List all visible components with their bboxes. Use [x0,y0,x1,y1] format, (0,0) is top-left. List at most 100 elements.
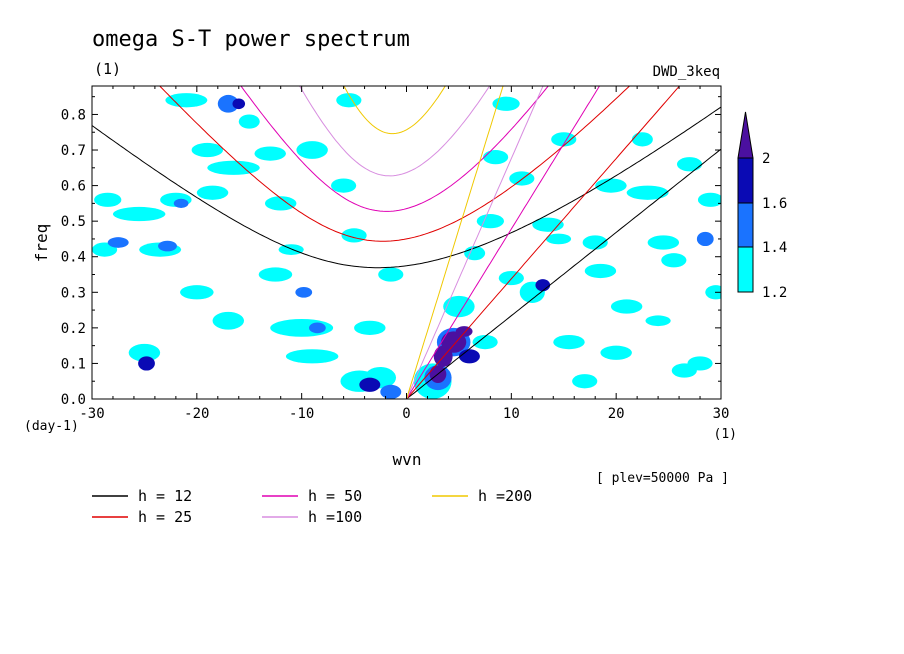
contour-blob-8 [191,142,224,158]
ig-curve-200 [343,86,446,135]
contour-blob-61 [295,286,313,298]
contour-blob-10 [212,311,245,330]
contour-blob-67 [138,356,155,371]
x-tick-label: 20 [608,406,625,422]
contour-blob-57 [107,237,129,248]
contour-blob-56 [705,285,721,300]
contour-blob-49 [645,315,671,327]
kelvin-curve-50 [406,86,601,399]
kelvin-curve-12 [406,148,721,399]
contour-blob-9 [196,185,229,200]
ig-curve-100 [299,86,491,177]
contour-blob-7 [180,285,214,300]
contour-blob-2 [112,206,166,222]
level-label: [ plev=50000 Pa ] [596,471,729,486]
dispersion-curves-layer [92,86,721,399]
contour-blob-32 [483,150,509,165]
legend-label: h = 50 [308,487,362,505]
contour-blob-6 [165,93,208,108]
y-tick-label: 0.5 [61,214,86,230]
y-axis-label: freq [32,224,51,263]
ig-curve-25 [159,86,631,242]
contour-blob-35 [509,171,535,186]
contour-blob-59 [173,198,189,208]
contour-blob-20 [331,178,357,193]
y-tick-label: 0.6 [61,179,86,195]
contour-blob-41 [572,374,598,389]
contour-blob-39 [551,132,577,147]
contour-blob-44 [595,178,627,193]
contour-blob-40 [553,334,585,350]
contour-blob-70 [458,349,480,364]
contour-blob-11 [207,160,260,175]
y-units-label: (day-1) [24,419,79,434]
colorbar-label: 1.2 [762,285,787,301]
y-tick-label: 0.2 [61,321,86,337]
colorbar-arrow [737,111,754,159]
ig-curve-12 [92,106,721,269]
legend-label: h = 25 [138,508,192,526]
contour-blob-51 [661,253,687,268]
contour-blob-50 [647,235,680,250]
colorbar-box [737,157,754,204]
x-tick-label: -20 [184,406,209,422]
kelvin-curve-200 [406,86,504,399]
contour-blob-66 [696,231,714,247]
contour-blob-74 [441,331,467,353]
contour-blob-53 [676,157,703,172]
kelvin-curve-25 [406,86,681,399]
legend: h = 12 h = 25 h = 50 h =100 h =200 [92,487,532,526]
contour-blob-63 [380,384,402,399]
contour-blob-47 [631,132,653,147]
contour-blob-38 [545,233,572,245]
ig-curve-50 [240,86,549,212]
contour-blob-13 [254,146,286,161]
legend-label: h =200 [478,487,532,505]
contour-blob-42 [582,235,608,250]
colorbar: 1.2 1.4 1.6 2 [737,111,787,301]
y-tick-label: 0.4 [61,250,86,266]
contour-blob-71 [535,279,551,292]
contour-blob-48 [626,185,669,200]
contour-blob-24 [354,320,386,335]
contour-blob-45 [600,345,632,360]
contour-blob-43 [584,263,617,279]
contour-blob-33 [492,96,520,111]
contour-blob-18 [285,349,339,364]
contour-blob-14 [258,267,293,282]
x-tick-label: 10 [503,406,520,422]
x-tick-label: 0 [402,406,410,422]
contour-blob-31 [476,214,504,229]
x-tick-label: -10 [289,406,314,422]
contour-blob-12 [238,114,260,129]
colorbar-label: 2 [762,151,770,167]
x-tick-label: -30 [79,406,104,422]
contour-blob-75 [455,326,473,337]
y-tick-label: 0.1 [61,356,86,372]
y-tick-label: 0.3 [61,285,86,301]
contour-blob-60 [217,94,239,113]
colorbar-label: 1.6 [762,196,787,212]
chart-title: omega S-T power spectrum [92,27,410,52]
contour-blob-26 [378,267,404,282]
contour-blob-0 [94,192,122,207]
y-tick-label: 0.8 [61,107,86,123]
contour-blob-69 [359,377,381,392]
contour-blob-30 [472,334,498,350]
y-tick-label: 0.0 [61,392,86,408]
y-tick-label: 0.7 [61,143,86,159]
contour-blob-68 [232,98,246,110]
units-label: (1) [94,60,121,78]
y-axis-ticks: 0.0 0.1 0.2 0.3 0.4 0.5 0.6 0.7 0.8 [61,96,721,408]
colorbar-box [737,246,754,293]
contour-blob-46 [610,299,643,314]
legend-label: h = 12 [138,487,192,505]
colorbar-label: 1.4 [762,240,787,256]
kelvin-curve-100 [406,86,544,399]
legend-label: h =100 [308,508,362,526]
contour-blob-16 [278,244,304,255]
x-axis-ticks: -30 -20 -10 0 10 20 30 [79,86,729,422]
contour-blob-55 [697,192,721,207]
x-tick-label: 30 [713,406,730,422]
